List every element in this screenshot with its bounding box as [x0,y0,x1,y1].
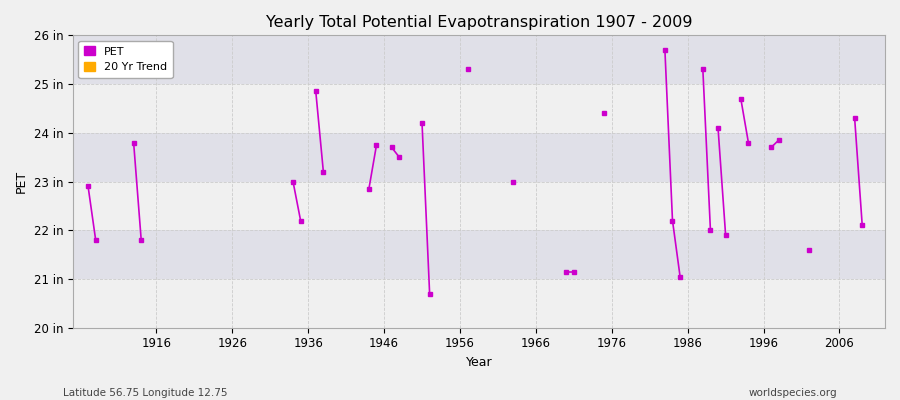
Title: Yearly Total Potential Evapotranspiration 1907 - 2009: Yearly Total Potential Evapotranspiratio… [266,15,692,30]
Y-axis label: PET: PET [15,170,28,193]
Text: Latitude 56.75 Longitude 12.75: Latitude 56.75 Longitude 12.75 [63,388,228,398]
Text: worldspecies.org: worldspecies.org [749,388,837,398]
Bar [73,182,885,230]
Bar [73,279,885,328]
Bar [73,230,885,279]
Legend: PET, 20 Yr Trend: PET, 20 Yr Trend [78,41,173,78]
Bar [73,84,885,133]
Bar [73,35,885,84]
Bar [73,133,885,182]
X-axis label: Year: Year [465,356,492,369]
